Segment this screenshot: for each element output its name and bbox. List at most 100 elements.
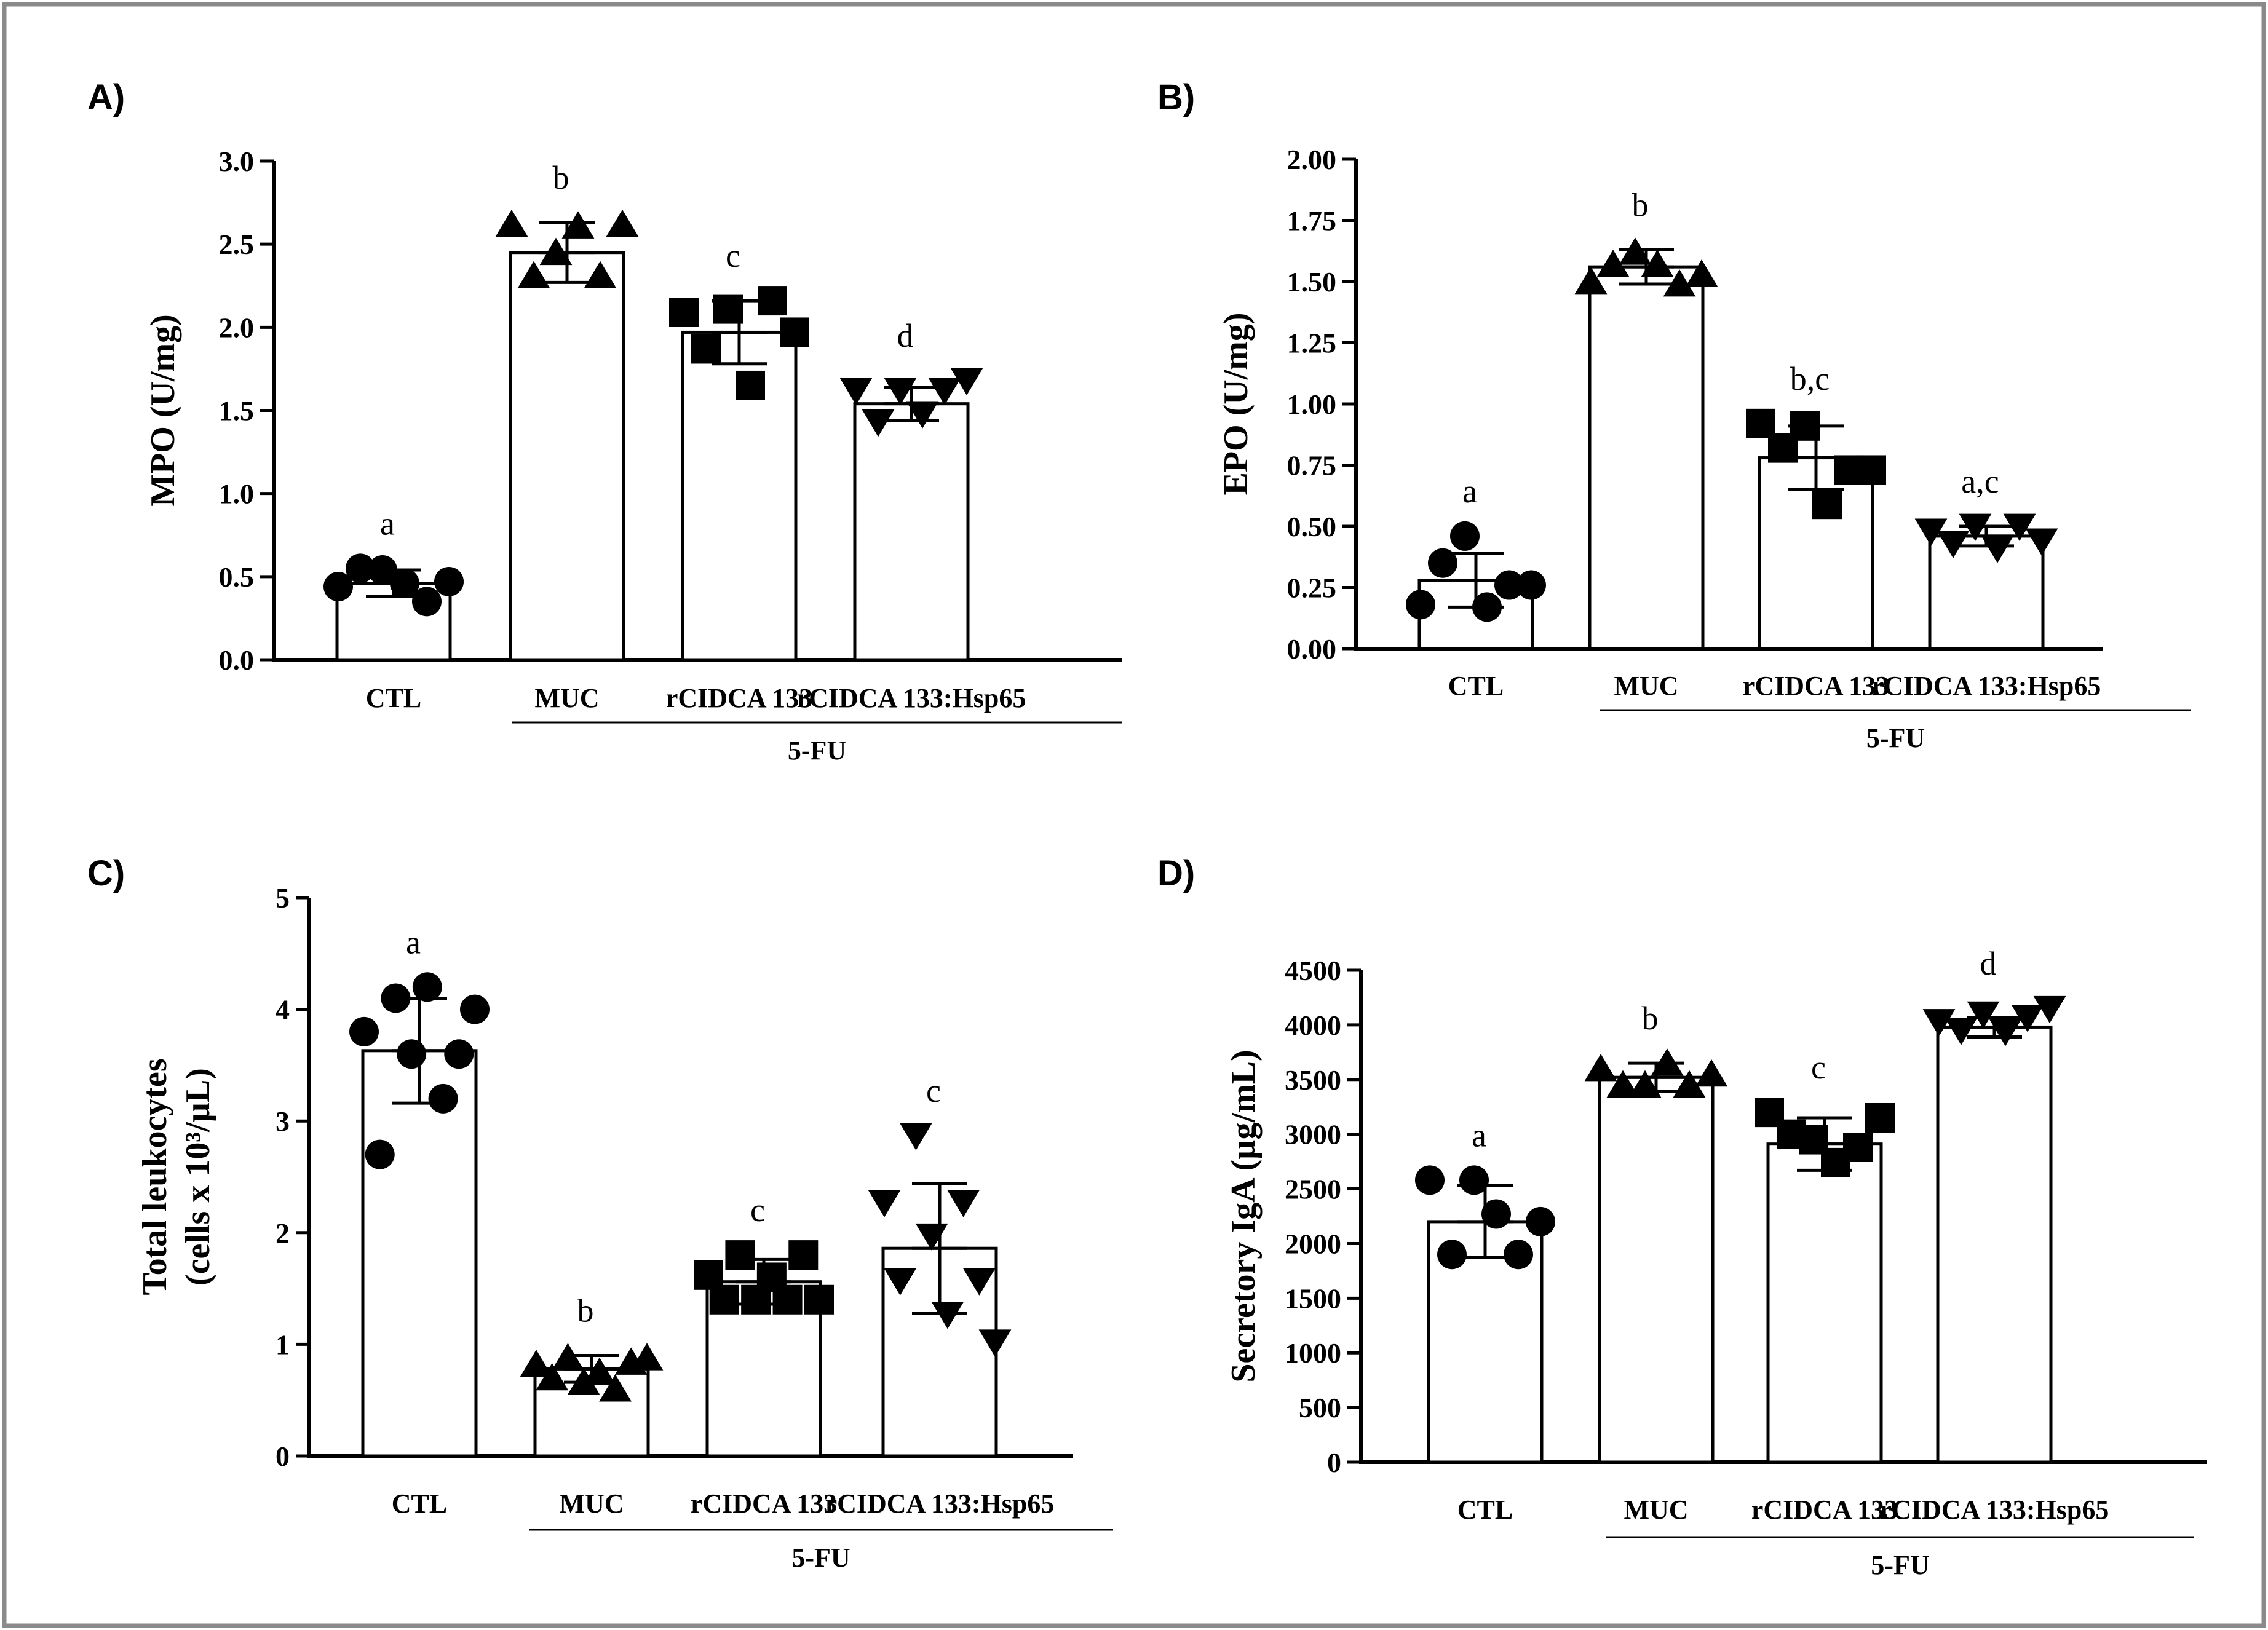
y-tick-label: 1.5 bbox=[219, 395, 255, 427]
panel-letter: B) bbox=[1157, 77, 1195, 117]
data-point bbox=[434, 566, 464, 596]
y-axis-title: MPO (U/mg) bbox=[144, 314, 182, 507]
data-point bbox=[1922, 1009, 1956, 1037]
data-point bbox=[2025, 528, 2058, 556]
data-point bbox=[839, 378, 873, 406]
y-tick-label: 500 bbox=[1299, 1392, 1341, 1423]
data-point bbox=[1481, 1199, 1511, 1229]
data-point bbox=[390, 568, 419, 598]
y-tick-label: 3.0 bbox=[219, 146, 255, 177]
data-point bbox=[1812, 489, 1842, 520]
x-tick-label: rCIDCA 133 bbox=[1743, 671, 1889, 701]
charts-container: A) 0.0 0.5 1.0 1.5 2.0 2.5 3.0 MPO (U/mg) a CTL b MU… bbox=[87, 77, 2207, 1580]
bar-rcidca-133-hsp65 bbox=[1936, 1025, 2053, 1464]
significance-letter: b bbox=[1642, 1000, 1659, 1037]
data-point bbox=[1494, 570, 1524, 600]
data-point bbox=[397, 1039, 427, 1069]
y-axis-title: Secretory IgA (µg/mL) bbox=[1224, 1050, 1263, 1382]
data-point bbox=[1945, 1018, 1978, 1045]
group-label: 5-FU bbox=[788, 735, 846, 766]
significance-letter: d bbox=[897, 317, 914, 354]
data-point bbox=[906, 401, 939, 429]
data-point bbox=[606, 209, 639, 237]
data-point bbox=[947, 1190, 980, 1217]
y-tick-label: 4500 bbox=[1285, 955, 1341, 986]
data-point bbox=[1663, 269, 1696, 297]
data-point bbox=[381, 983, 411, 1013]
data-point bbox=[1584, 1054, 1617, 1082]
data-point bbox=[1406, 590, 1435, 620]
data-point bbox=[1517, 570, 1546, 600]
significance-letter: c bbox=[926, 1072, 941, 1109]
data-point bbox=[368, 555, 397, 585]
chart-panel-2: B) 0.00 0.25 0.50 0.75 1.00 1.25 1.50 1.75 2.00 EP… bbox=[1157, 77, 2191, 753]
data-point bbox=[669, 298, 699, 328]
data-point bbox=[349, 1016, 379, 1046]
bar-rcidca-133-hsp65 bbox=[853, 402, 970, 662]
data-point bbox=[412, 587, 442, 617]
data-point bbox=[1651, 1048, 1684, 1076]
significance-letter: a bbox=[1472, 1117, 1486, 1153]
x-tick-label: CTL bbox=[392, 1489, 447, 1519]
y-tick-label: 1000 bbox=[1285, 1337, 1341, 1369]
data-point bbox=[1857, 455, 1886, 485]
data-point bbox=[1685, 259, 1718, 287]
data-point bbox=[758, 286, 787, 316]
y-tick-label: 3500 bbox=[1285, 1064, 1341, 1096]
y-tick-label: 2.00 bbox=[1287, 144, 1337, 175]
significance-letter: b bbox=[553, 159, 569, 196]
panel-letter: A) bbox=[87, 77, 125, 117]
data-point bbox=[772, 1284, 803, 1315]
data-point bbox=[780, 317, 809, 347]
data-point bbox=[862, 409, 895, 437]
significance-letter: b bbox=[577, 1292, 594, 1329]
bar-rcidca-133-hsp65 bbox=[1928, 534, 2045, 651]
y-tick-label: 1.00 bbox=[1287, 389, 1337, 420]
data-point bbox=[962, 1268, 996, 1296]
significance-letter: a bbox=[1462, 473, 1477, 510]
significance-letter: a,c bbox=[1961, 463, 1999, 500]
data-point bbox=[1967, 1001, 2000, 1029]
y-tick-label: 2500 bbox=[1285, 1174, 1341, 1205]
data-point bbox=[412, 972, 442, 1002]
y-tick-label: 3 bbox=[276, 1106, 290, 1137]
y-tick-label: 0.75 bbox=[1287, 450, 1337, 481]
x-tick-label: rCIDCA 133:Hsp65 bbox=[825, 1489, 1055, 1519]
y-tick-label: 4000 bbox=[1285, 1010, 1341, 1041]
data-point bbox=[539, 237, 573, 266]
data-point bbox=[978, 1329, 1012, 1357]
y-tick-label: 1500 bbox=[1285, 1283, 1341, 1314]
data-point bbox=[1695, 1059, 1728, 1087]
data-point bbox=[323, 572, 353, 602]
x-tick-label: CTL bbox=[1457, 1495, 1513, 1525]
x-tick-label: MUC bbox=[1614, 671, 1678, 701]
data-point bbox=[1574, 267, 1608, 295]
chart-panel-1: A) 0.0 0.5 1.0 1.5 2.0 2.5 3.0 MPO (U/mg) a CTL b MU… bbox=[87, 77, 1122, 766]
group-label: 5-FU bbox=[1871, 1550, 1929, 1580]
data-point bbox=[950, 368, 983, 395]
data-point bbox=[1428, 548, 1457, 578]
x-tick-label: rCIDCA 133 bbox=[691, 1489, 837, 1519]
chart-panel-3: C) 0 1 2 3 4 5 Total leukocytes (cells x 10³/µL)… bbox=[87, 853, 1113, 1573]
significance-letter: a bbox=[380, 505, 395, 542]
chart-panel-4: D) 0 500 1000 1500 2000 2500 3000 3500 4000 4500 Se… bbox=[1157, 853, 2207, 1580]
data-point bbox=[736, 370, 765, 400]
x-tick-label: MUC bbox=[534, 683, 599, 713]
y-tick-label: 1.25 bbox=[1287, 328, 1337, 359]
data-point bbox=[567, 1367, 600, 1395]
x-tick-label: MUC bbox=[1624, 1495, 1688, 1525]
data-point bbox=[1415, 1165, 1445, 1195]
group-label: 5-FU bbox=[791, 1543, 850, 1573]
x-tick-label: CTL bbox=[366, 683, 421, 713]
data-point bbox=[1641, 250, 1674, 277]
bar-muc bbox=[1598, 1075, 1715, 1464]
data-point bbox=[915, 1223, 948, 1251]
data-point bbox=[868, 1190, 901, 1217]
y-tick-label: 0 bbox=[276, 1441, 290, 1472]
data-point bbox=[1472, 592, 1502, 622]
data-point bbox=[884, 1268, 917, 1296]
y-tick-label: 2 bbox=[276, 1217, 290, 1249]
data-point bbox=[1981, 536, 2014, 563]
x-tick-label: rCIDCA 133:Hsp65 bbox=[797, 683, 1026, 713]
